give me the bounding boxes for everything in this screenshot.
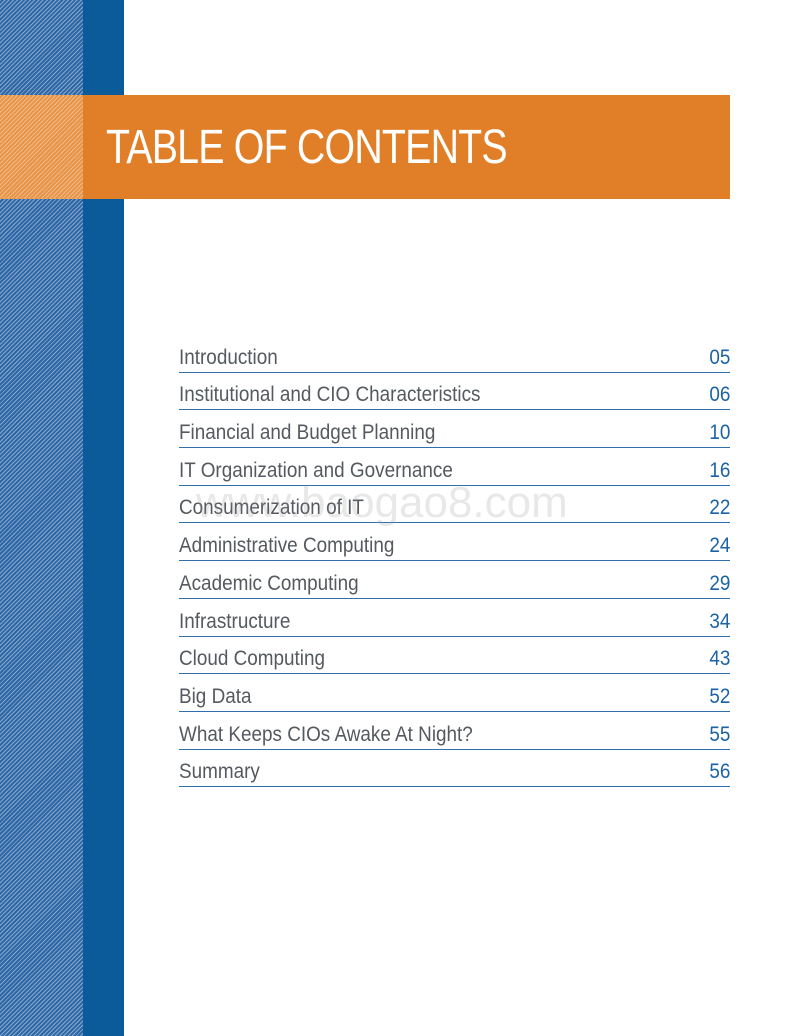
table-of-contents: Introduction 05 Institutional and CIO Ch… bbox=[179, 335, 730, 788]
toc-entry-label: Institutional and CIO Characteristics bbox=[179, 383, 481, 407]
toc-entry-administrative-computing[interactable]: Administrative Computing 24 bbox=[179, 523, 730, 562]
toc-entry-summary[interactable]: Summary 56 bbox=[179, 750, 730, 788]
toc-entry-label: Administrative Computing bbox=[179, 534, 395, 558]
toc-entry-consumerization-of-it[interactable]: Consumerization of IT 22 bbox=[179, 486, 730, 524]
toc-entry-introduction[interactable]: Introduction 05 bbox=[179, 335, 730, 373]
toc-entry-label: Academic Computing bbox=[179, 571, 359, 595]
toc-entry-infrastructure[interactable]: Infrastructure 34 bbox=[179, 599, 730, 637]
toc-entry-it-organization-and-governance[interactable]: IT Organization and Governance 16 bbox=[179, 448, 730, 486]
toc-entry-label: Financial and Budget Planning bbox=[179, 421, 436, 445]
toc-entry-page-number: 24 bbox=[708, 534, 730, 558]
toc-entry-big-data[interactable]: Big Data 52 bbox=[179, 674, 730, 712]
title-banner-hatch bbox=[0, 95, 83, 199]
toc-entry-page-number: 55 bbox=[708, 722, 730, 746]
toc-entry-academic-computing[interactable]: Academic Computing 29 bbox=[179, 561, 730, 599]
toc-entry-page-number: 10 bbox=[708, 421, 730, 445]
toc-entry-page-number: 43 bbox=[708, 647, 730, 671]
toc-entry-page-number: 16 bbox=[708, 458, 730, 482]
toc-entry-cloud-computing[interactable]: Cloud Computing 43 bbox=[179, 637, 730, 675]
toc-entry-financial-and-budget-planning[interactable]: Financial and Budget Planning 10 bbox=[179, 410, 730, 449]
toc-entry-label: Introduction bbox=[179, 345, 278, 369]
toc-entry-page-number: 22 bbox=[708, 496, 730, 520]
toc-entry-label: Consumerization of IT bbox=[179, 496, 364, 520]
toc-entry-institutional-and-cio-characteristics[interactable]: Institutional and CIO Characteristics 06 bbox=[179, 373, 730, 411]
toc-entry-what-keeps-cios-awake-at-night[interactable]: What Keeps CIOs Awake At Night? 55 bbox=[179, 712, 730, 750]
toc-entry-page-number: 34 bbox=[708, 609, 730, 633]
toc-entry-label: Summary bbox=[179, 760, 260, 784]
toc-entry-label: IT Organization and Governance bbox=[179, 458, 453, 482]
toc-entry-page-number: 06 bbox=[708, 383, 730, 407]
title-banner bbox=[0, 95, 730, 199]
toc-entry-label: Big Data bbox=[179, 684, 252, 708]
page-title: TABLE OF CONTENTS bbox=[106, 121, 508, 174]
toc-entry-label: Cloud Computing bbox=[179, 647, 326, 671]
toc-entry-page-number: 05 bbox=[708, 345, 730, 369]
toc-entry-page-number: 56 bbox=[708, 760, 730, 784]
toc-entry-page-number: 52 bbox=[708, 684, 730, 708]
toc-entry-label: Infrastructure bbox=[179, 609, 291, 633]
toc-entry-page-number: 29 bbox=[708, 571, 730, 595]
toc-entry-label: What Keeps CIOs Awake At Night? bbox=[179, 722, 473, 746]
